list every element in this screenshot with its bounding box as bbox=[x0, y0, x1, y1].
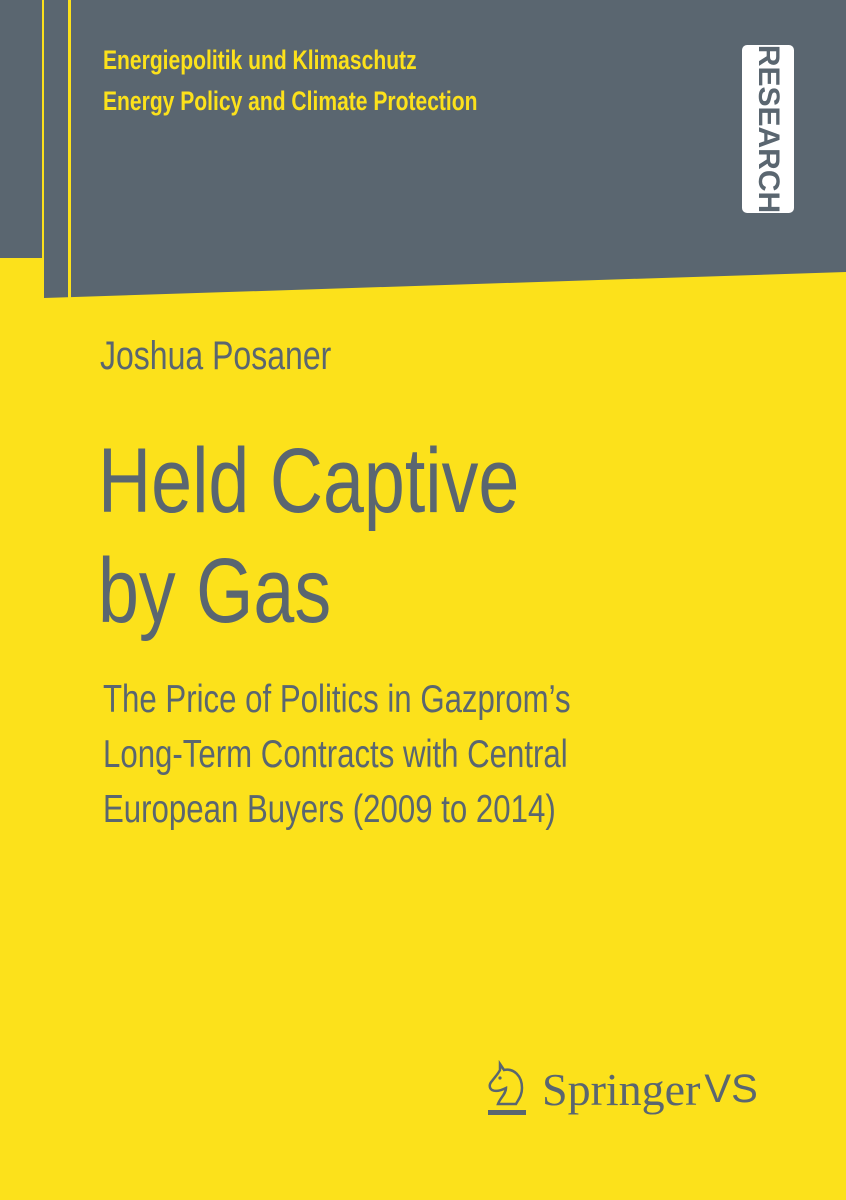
publisher-name: Springer bbox=[542, 1063, 701, 1115]
book-title-line-2: by Gas bbox=[98, 540, 332, 642]
series-title-english: Energy Policy and Climate Protection bbox=[103, 86, 478, 116]
series-title-german: Energiepolitik und Klimaschutz bbox=[103, 45, 417, 75]
publisher-logo: Springer VS bbox=[486, 1060, 758, 1118]
author-name: Joshua Posaner bbox=[100, 334, 332, 378]
research-badge: RESEARCH bbox=[742, 45, 794, 213]
publisher-imprint: VS bbox=[704, 1066, 758, 1111]
top-gray-band bbox=[44, 0, 846, 298]
left-gray-strip bbox=[0, 0, 42, 258]
subtitle-line-3: European Buyers (2009 to 2014) bbox=[103, 788, 556, 831]
knight-chess-piece-icon bbox=[488, 1060, 526, 1115]
research-badge-label: RESEARCH bbox=[752, 44, 785, 214]
subtitle-line-1: The Price of Politics in Gazprom’s bbox=[103, 678, 571, 721]
vertical-accent-line bbox=[68, 0, 71, 440]
book-title-line-1: Held Captive bbox=[98, 430, 520, 532]
subtitle-line-2: Long-Term Contracts with Central bbox=[103, 733, 568, 776]
